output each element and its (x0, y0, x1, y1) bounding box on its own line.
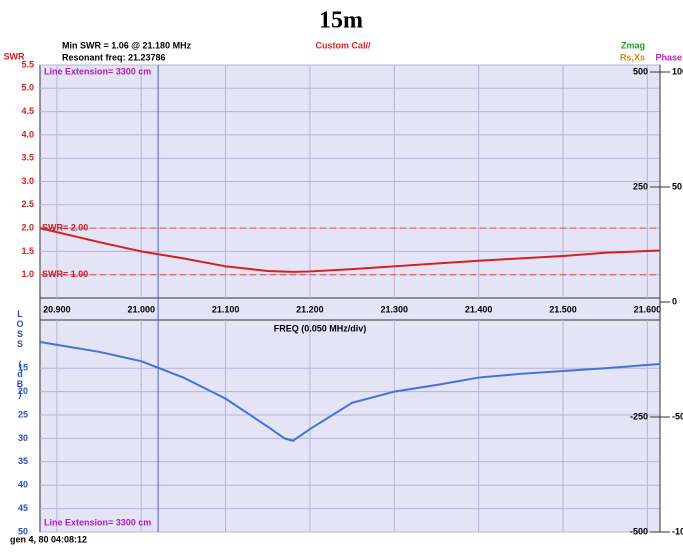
y-tick-label: 5.5 (21, 59, 34, 69)
x-tick-label: 21.600 (634, 304, 662, 314)
y-axis-title: SWR (4, 51, 25, 61)
resonant-freq: Resonant freq: 21.23786 (62, 52, 166, 62)
y-tick-label: 3.0 (21, 176, 34, 186)
y-tick-label: 30 (18, 433, 28, 443)
y2-tick-label: -250 (630, 411, 648, 421)
y-tick-label: 1.0 (21, 269, 34, 279)
y2-tick-label: 250 (633, 181, 648, 191)
x-tick-label: 21.300 (381, 304, 409, 314)
y-tick-label: 35 (18, 456, 28, 466)
plot-area (39, 319, 661, 533)
axis-legend: Phase (655, 52, 682, 62)
x-axis-title: FREQ (0.050 MHz/div) (274, 323, 367, 333)
y-tick-label: 4.5 (21, 106, 34, 116)
x-tick-label: 21.100 (212, 304, 240, 314)
y-tick-label: 2.0 (21, 222, 34, 232)
series-line (39, 227, 661, 273)
chart-title: 15m (319, 8, 363, 34)
x-tick-label: 21.500 (549, 304, 577, 314)
y-tick-label: 1.5 (21, 246, 34, 256)
y3-tick-label: -50 (672, 411, 683, 421)
x-tick-label: 21.200 (296, 304, 324, 314)
ref-label: SWR= 1.00 (42, 269, 88, 279)
y-tick-label: 45 (18, 503, 28, 513)
x-tick-label: 21.000 (127, 304, 155, 314)
cal-label: Custom Cal// (315, 40, 371, 50)
annotation: Line Extension= 3300 cm (44, 66, 151, 76)
y3-tick-label: 0 (672, 296, 677, 306)
y-tick-label: 3.5 (21, 153, 34, 163)
y2-tick-label: 500 (633, 66, 648, 76)
y-tick-label: 50 (18, 526, 28, 536)
axis-legend: Rs,Xs (620, 52, 645, 62)
annotation: Line Extension= 3300 cm (44, 517, 151, 527)
y3-tick-label: 100 (672, 66, 683, 76)
y3-tick-label: -100 (672, 526, 683, 536)
y-tick-label: 40 (18, 480, 28, 490)
axis-legend: Zmag (621, 40, 645, 50)
x-tick-label: 21.400 (465, 304, 493, 314)
y3-tick-label: 50 (672, 181, 682, 191)
y-tick-label: 25 (18, 409, 28, 419)
x-tick-label: 20.900 (43, 304, 71, 314)
y-tick-label: 20 (18, 386, 28, 396)
series-line (39, 341, 661, 442)
y-tick-label: 2.5 (21, 199, 34, 209)
y2-tick-label: -500 (630, 526, 648, 536)
y-tick-label: 4.0 (21, 129, 34, 139)
min-swr: Min SWR = 1.06 @ 21.180 MHz (62, 40, 192, 50)
footer: gen 4, 80 04:08:12 (10, 534, 87, 544)
y-tick-label: 15 (18, 363, 28, 373)
ref-label: SWR= 2.00 (42, 222, 88, 232)
y-tick-label: 5.0 (21, 83, 34, 93)
